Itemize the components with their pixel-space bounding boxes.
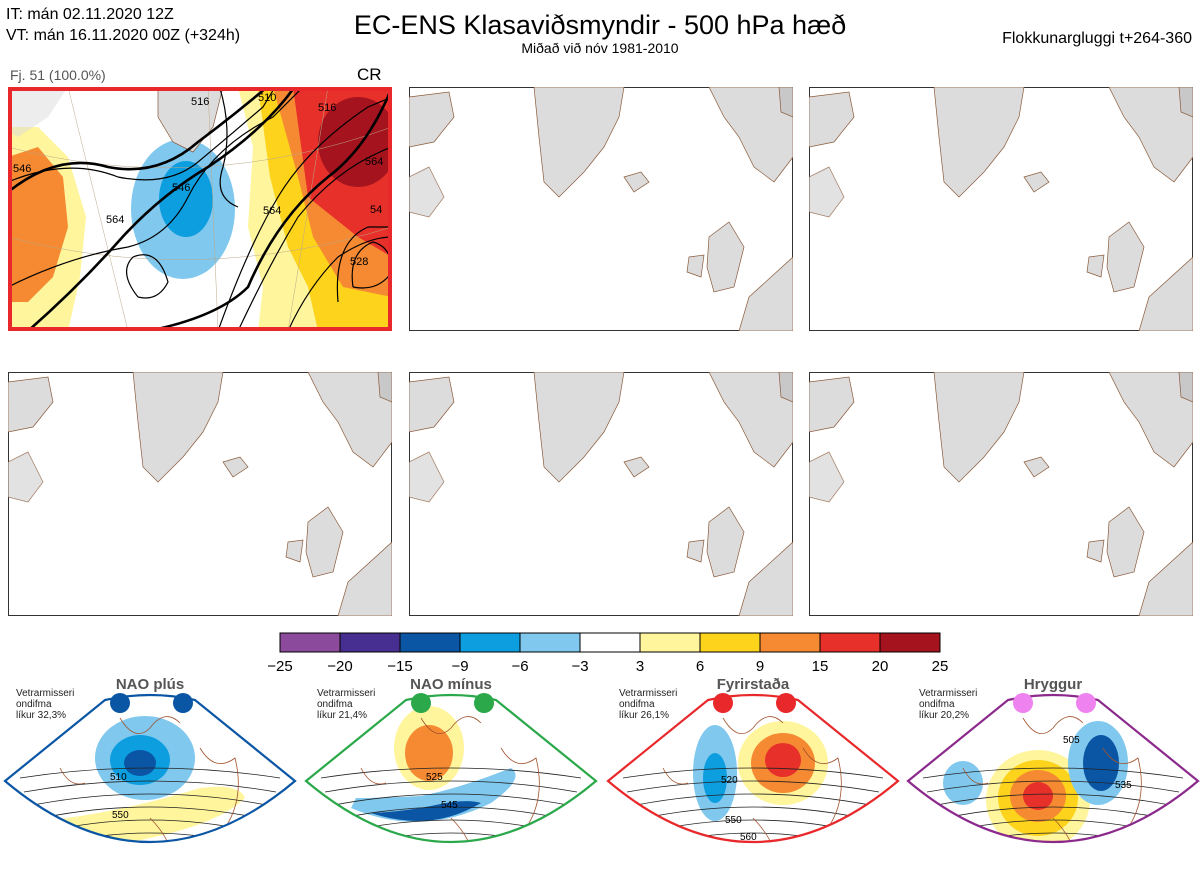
cluster-map-panel-2[interactable] [409,87,793,331]
regime-info: Vetrarmisseri ondifma líkur 26,1% [619,688,677,721]
page-title: EC-ENS Klasaviðsmyndir - 500 hPa hæð [353,10,847,40]
anomaly-colorbar: −25 −20 −15 −9 −6 −3 3 6 9 15 20 25 [267,632,949,675]
colorbar-swatch [399,632,461,653]
regime-title: NAO mínus [410,676,492,693]
initial-time: IT: mán 02.11.2020 12Z [6,6,174,23]
regime-prob: líkur 21,4% [317,710,368,721]
panel-regime-label: CR [357,65,382,84]
regime-contour-label: 535 [1115,780,1132,791]
contour-label: 564 [263,205,281,217]
regime-marker-icon [110,693,130,713]
colorbar-tick-label: −20 [327,658,352,675]
regime-marker-icon [776,693,796,713]
colorbar-tick-label: −6 [511,658,528,675]
colorbar-tick-label: −15 [387,658,412,675]
regime-season: Vetrarmisseri [16,688,75,699]
cluster-map-panel-4[interactable] [8,372,392,616]
classification-window: Flokkunargluggi t+264-360 [1002,30,1192,47]
regime-marker-icon [1013,693,1033,713]
regime-desc: ondifma [619,699,655,710]
regime-title: Fyrirstaða [716,676,790,693]
regime-contour-label: 550 [725,815,742,826]
contour-label: 546 [13,163,31,175]
regime-marker-icon [474,693,494,713]
cluster-map-panel-5[interactable] [409,372,793,616]
regime-contour-label: 520 [721,775,738,786]
header-info: IT: mán 02.11.2020 12Z VT: mán 16.11.202… [6,4,240,46]
regime-map[interactable]: 510 550 [0,688,300,871]
colorbar-swatch [579,632,641,653]
colorbar-tick-label: 15 [812,658,829,675]
colorbar-swatch [519,632,581,653]
regime-prob: líkur 20,2% [919,710,970,721]
regime-prob: líkur 26,1% [619,710,670,721]
colorbar-swatch [339,632,401,653]
colorbar-swatch [759,632,821,653]
page-subtitle: Miðað við nóv 1981-2010 [521,40,679,56]
cluster-map-panel-6[interactable] [809,372,1193,616]
colorbar-tick-label: 25 [932,658,949,675]
regime-map[interactable]: 505 535 560 [903,688,1200,871]
regime-marker-icon [1076,693,1096,713]
contour-label: 54 [370,204,382,216]
regime-contour-label: 560 [740,832,757,843]
regime-marker-icon [713,693,733,713]
contour-label: 564 [365,156,383,168]
regime-desc: ondifma [919,699,955,710]
contour-label: 516 [318,102,336,114]
regime-prob: líkur 32,3% [16,710,67,721]
colorbar-swatch [819,632,881,653]
cluster-map-panel-1[interactable]: 510 516 546 564 546 564 516 564 54 528 [8,87,392,331]
contour-label: 516 [191,96,209,108]
regime-season: Vetrarmisseri [619,688,678,699]
colorbar-tick-label: −25 [267,658,292,675]
regime-info: Vetrarmisseri ondifma líkur 32,3% [16,688,74,721]
colorbar-swatch [699,632,761,653]
colorbar-tick-label: −3 [571,658,588,675]
regime-map[interactable]: 525 545 565 [301,688,601,871]
regime-marker-icon [411,693,431,713]
regime-contour-label: 565 [449,845,466,856]
regime-season: Vetrarmisseri [919,688,978,699]
cluster-map-panel-3[interactable] [809,87,1193,331]
valid-time: VT: mán 16.11.2020 00Z (+324h) [6,27,241,44]
colorbar-tick-label: 9 [756,658,764,675]
regime-contour-label: 510 [110,772,127,783]
regime-map[interactable]: 520 550 560 [603,688,903,871]
colorbar-swatch [279,632,341,653]
colorbar-tick-label: 6 [696,658,704,675]
colorbar-tick-label: 3 [636,658,644,675]
regime-season: Vetrarmisseri [317,688,376,699]
regime-contour-label: 560 [1098,838,1115,849]
colorbar-swatch [639,632,701,653]
regime-title: Hryggur [1023,676,1083,693]
colorbar-swatch [879,632,941,653]
colorbar-tick-label: 20 [872,658,889,675]
regime-contour-label: 550 [112,810,129,821]
contour-label: 510 [258,92,276,104]
regime-marker-icon [173,693,193,713]
regime-info: Vetrarmisseri ondifma líkur 20,2% [919,688,977,721]
contour-label: 546 [172,182,190,194]
regime-contour-label: 505 [1063,735,1080,746]
regime-desc: ondifma [317,699,353,710]
regime-desc: ondifma [16,699,52,710]
regime-info: Vetrarmisseri ondifma líkur 21,4% [317,688,375,721]
colorbar-tick-label: −9 [451,658,468,675]
regime-title: NAO plús [115,676,185,693]
panel-member-count: Fj. 51 (100.0%) [10,67,106,83]
contour-label: 564 [106,214,124,226]
contour-label: 528 [350,256,368,268]
regime-contour-label: 525 [426,772,443,783]
colorbar-swatch [459,632,521,653]
regime-contour-label: 545 [441,800,458,811]
